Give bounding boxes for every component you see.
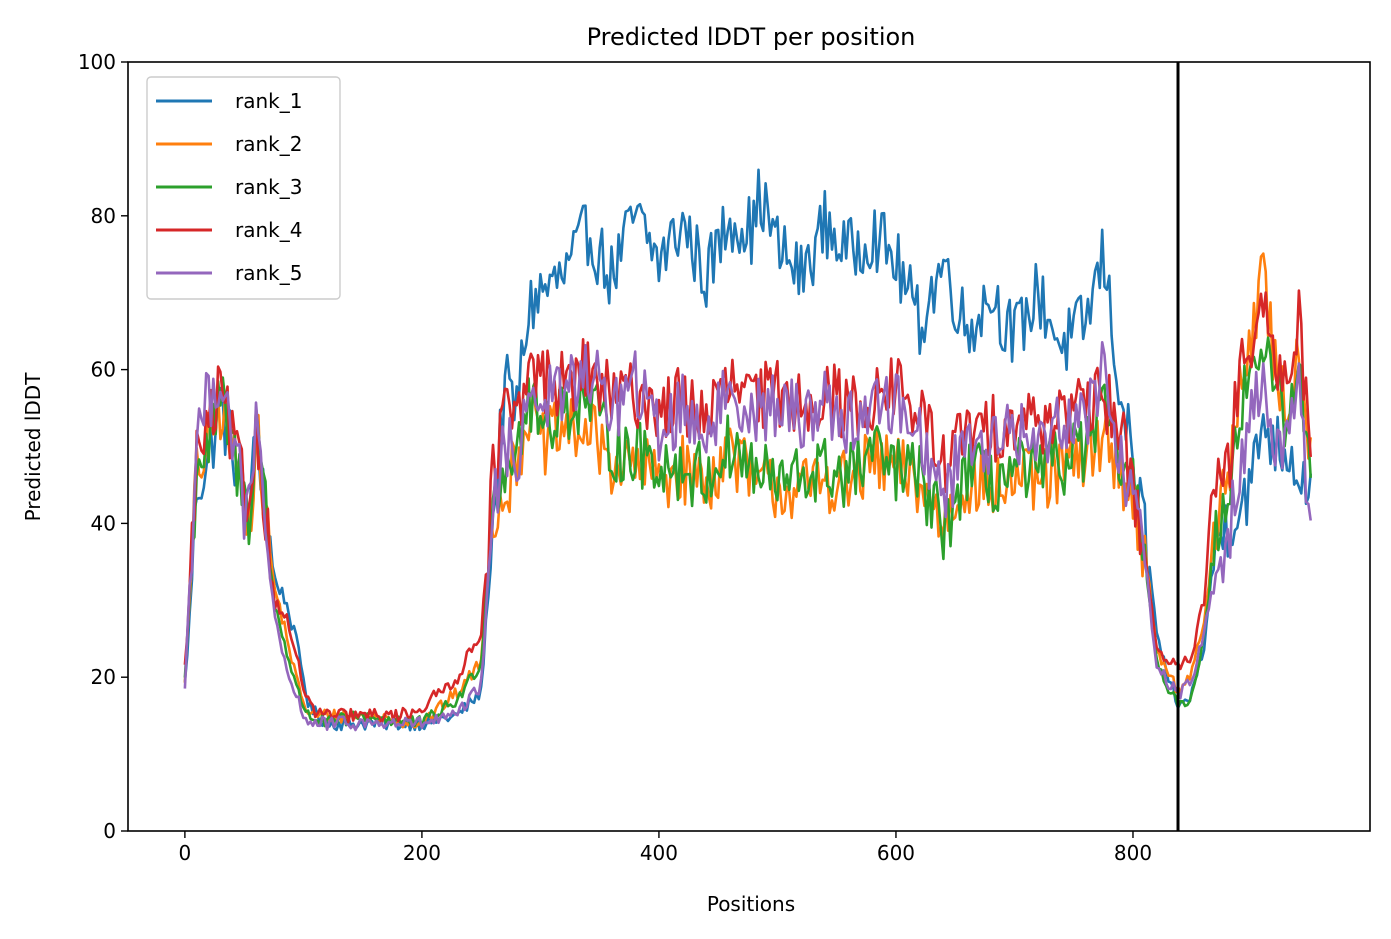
chart-title: Predicted lDDT per position <box>587 23 916 51</box>
y-tick-label: 80 <box>91 204 116 228</box>
series-layer <box>183 168 1312 732</box>
y-tick-label: 100 <box>78 50 116 74</box>
x-tick-label: 0 <box>179 841 192 865</box>
series-line-rank_1 <box>183 168 1312 732</box>
y-tick-label: 0 <box>103 819 116 843</box>
legend-label-rank_5: rank_5 <box>235 261 302 285</box>
x-axis: 0 200 400 600 800 <box>179 831 1152 865</box>
y-tick-label: 40 <box>91 511 116 535</box>
y-axis: 0 20 40 60 80 100 <box>78 50 128 843</box>
legend-label-rank_2: rank_2 <box>235 132 302 156</box>
legend: rank_1 rank_2 rank_3 rank_4 rank_5 <box>146 76 341 300</box>
x-tick-label: 800 <box>1114 841 1152 865</box>
x-tick-label: 200 <box>403 841 441 865</box>
legend-label-rank_1: rank_1 <box>235 89 302 113</box>
y-axis-label: Predicted lDDT <box>21 372 45 522</box>
legend-label-rank_3: rank_3 <box>235 175 302 199</box>
y-tick-label: 60 <box>91 358 116 382</box>
x-tick-label: 400 <box>640 841 678 865</box>
legend-label-rank_4: rank_4 <box>235 218 302 242</box>
series-line-rank_5 <box>183 341 1312 732</box>
series-line-rank_4 <box>183 289 1312 724</box>
x-axis-label: Positions <box>707 892 795 916</box>
y-tick-label: 20 <box>91 665 116 689</box>
x-tick-label: 600 <box>877 841 915 865</box>
legend-box <box>146 76 341 300</box>
plot-frame <box>127 61 1371 832</box>
